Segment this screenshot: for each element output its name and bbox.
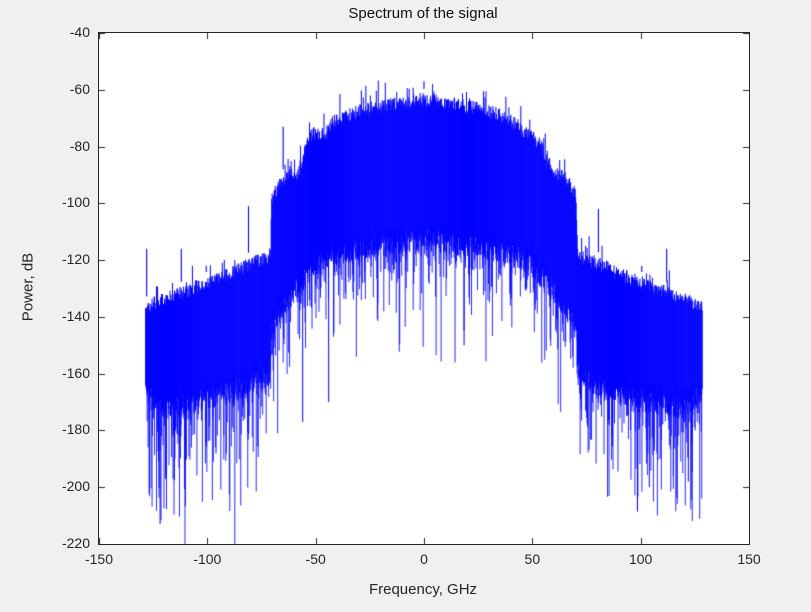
x-tick-label: 150 (737, 551, 761, 567)
y-tick-label: -220 (61, 535, 90, 551)
y-tick-label: -40 (69, 24, 90, 40)
y-tick-label: -160 (61, 364, 90, 381)
y-tick-label: -200 (61, 478, 90, 495)
chart-title: Spectrum of the signal (348, 5, 498, 22)
spectrum-canvas (99, 33, 749, 544)
y-tick-label: -140 (61, 307, 90, 324)
x-tick-label: 50 (524, 551, 541, 567)
y-tick-label: -100 (61, 194, 90, 211)
x-tick-label: -150 (84, 551, 114, 567)
y-tick-label: -120 (61, 251, 90, 268)
plot-area (98, 32, 750, 545)
x-tick-label: -50 (305, 551, 326, 567)
x-tick-label: -100 (193, 551, 222, 567)
y-tick-label: -60 (69, 80, 90, 97)
x-axis-label: Frequency, GHz (368, 581, 478, 598)
x-tick-label: 100 (628, 551, 653, 567)
y-tick-label: -180 (61, 421, 90, 438)
x-tick-label: 0 (420, 551, 428, 567)
y-tick-label: -80 (69, 137, 90, 154)
